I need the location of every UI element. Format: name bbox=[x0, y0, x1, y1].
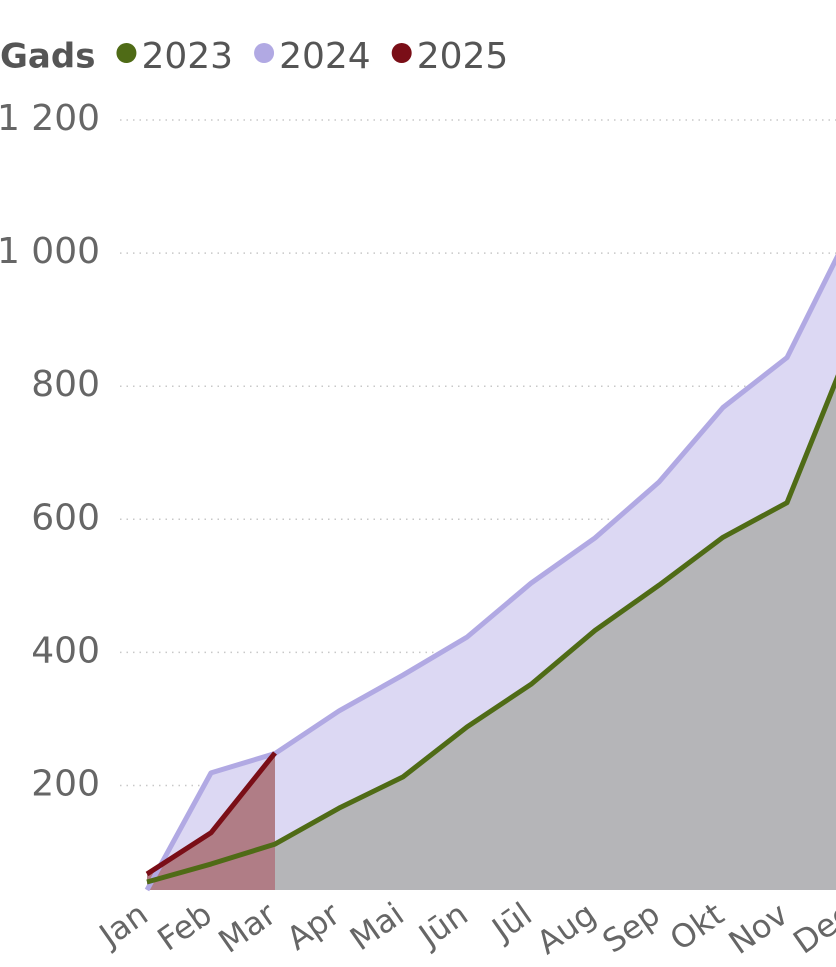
x-tick-label: Jūl bbox=[484, 895, 539, 949]
y-tick-label: 200 bbox=[31, 764, 100, 805]
legend-marker bbox=[254, 43, 275, 63]
x-tick-label: Jūn bbox=[410, 895, 474, 956]
legend-marker bbox=[116, 43, 137, 63]
y-tick-label: 800 bbox=[31, 364, 100, 405]
legend-marker bbox=[391, 43, 412, 63]
legend-label: 2023 bbox=[141, 36, 233, 77]
legend-label: 2024 bbox=[279, 36, 371, 77]
x-tick-label: Jan bbox=[91, 895, 155, 956]
y-tick-label: 600 bbox=[31, 497, 100, 538]
y-tick-label: 1 200 bbox=[0, 98, 100, 139]
x-tick-label: Aug bbox=[530, 895, 603, 962]
y-tick-label: 1 000 bbox=[0, 231, 100, 272]
x-tick-label: Mai bbox=[343, 895, 411, 958]
line bbox=[144, 253, 836, 892]
line bbox=[145, 751, 277, 877]
legend-title: Gads bbox=[0, 37, 95, 77]
y-tick-label: 400 bbox=[31, 630, 100, 671]
x-tick-label: Mar bbox=[211, 894, 283, 960]
x-tick-label: Nov bbox=[722, 895, 795, 962]
x-tick-label: Sep bbox=[596, 895, 667, 961]
area bbox=[147, 380, 836, 890]
x-tick-label: Feb bbox=[151, 895, 219, 959]
x-tick-label: Dec bbox=[786, 895, 836, 962]
line bbox=[146, 374, 836, 885]
x-tick-label: Okt bbox=[663, 895, 731, 958]
x-tick-label: Apr bbox=[280, 894, 348, 957]
legend-label: 2025 bbox=[417, 36, 509, 77]
